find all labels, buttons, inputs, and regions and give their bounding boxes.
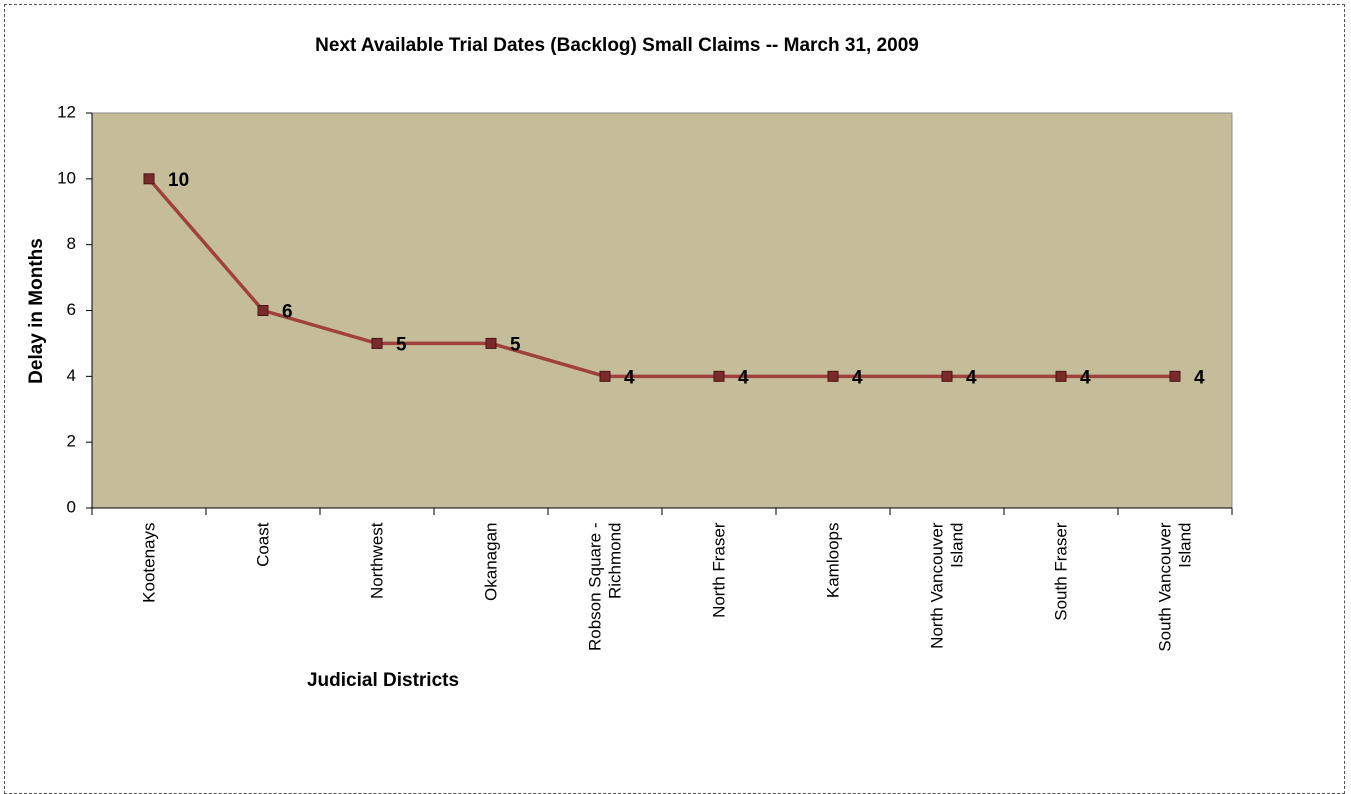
marker bbox=[599, 370, 611, 382]
y-tick-label: 0 bbox=[67, 497, 76, 516]
marker bbox=[1055, 370, 1067, 382]
marker bbox=[1169, 370, 1181, 382]
y-tick-label: 6 bbox=[67, 300, 76, 319]
marker bbox=[257, 305, 269, 316]
data-label: 5 bbox=[510, 334, 521, 355]
data-label: 10 bbox=[168, 170, 189, 191]
x-axis-title: Judicial Districts bbox=[307, 670, 459, 691]
x-tick-label: Kamloops bbox=[823, 522, 842, 598]
x-tick-label: Northwest bbox=[367, 522, 386, 599]
x-tick-label: North Fraser bbox=[709, 522, 728, 618]
x-tick-label: South Fraser bbox=[1051, 522, 1070, 621]
data-label: 5 bbox=[396, 334, 407, 355]
y-tick-label: 12 bbox=[57, 102, 76, 121]
x-tick-label: Robson Square - Richmond bbox=[585, 522, 624, 651]
marker bbox=[713, 370, 725, 382]
plot-area bbox=[91, 112, 1233, 509]
x-tick-label: North Vancouver Island bbox=[927, 522, 966, 649]
x-tick-label: Okanagan bbox=[481, 522, 500, 601]
chart-title: Next Available Trial Dates (Backlog) Sma… bbox=[315, 35, 919, 56]
data-label: 4 bbox=[624, 367, 635, 388]
line bbox=[147, 177, 1175, 379]
data-label: 6 bbox=[282, 302, 293, 323]
data-label: 4 bbox=[966, 367, 977, 388]
marker bbox=[143, 173, 155, 185]
y-tick-label: 10 bbox=[57, 168, 76, 187]
y-axis-title: Delay in Months bbox=[26, 238, 47, 384]
data-label: 4 bbox=[852, 367, 863, 388]
marker bbox=[827, 370, 839, 382]
marker bbox=[485, 337, 497, 349]
x-tick-label: South Vancouver Island bbox=[1155, 522, 1194, 652]
data-label: 4 bbox=[1080, 367, 1091, 388]
marker bbox=[371, 337, 383, 349]
marker bbox=[941, 370, 953, 382]
y-tick-label: 4 bbox=[67, 366, 76, 385]
x-tick-label: Coast bbox=[253, 522, 272, 567]
y-tick-label: 8 bbox=[67, 234, 76, 253]
y-tick-label: 2 bbox=[67, 432, 76, 451]
x-tick-label: Kootenays bbox=[139, 522, 158, 603]
data-label: 4 bbox=[1194, 367, 1205, 388]
data-label: 4 bbox=[738, 367, 749, 388]
